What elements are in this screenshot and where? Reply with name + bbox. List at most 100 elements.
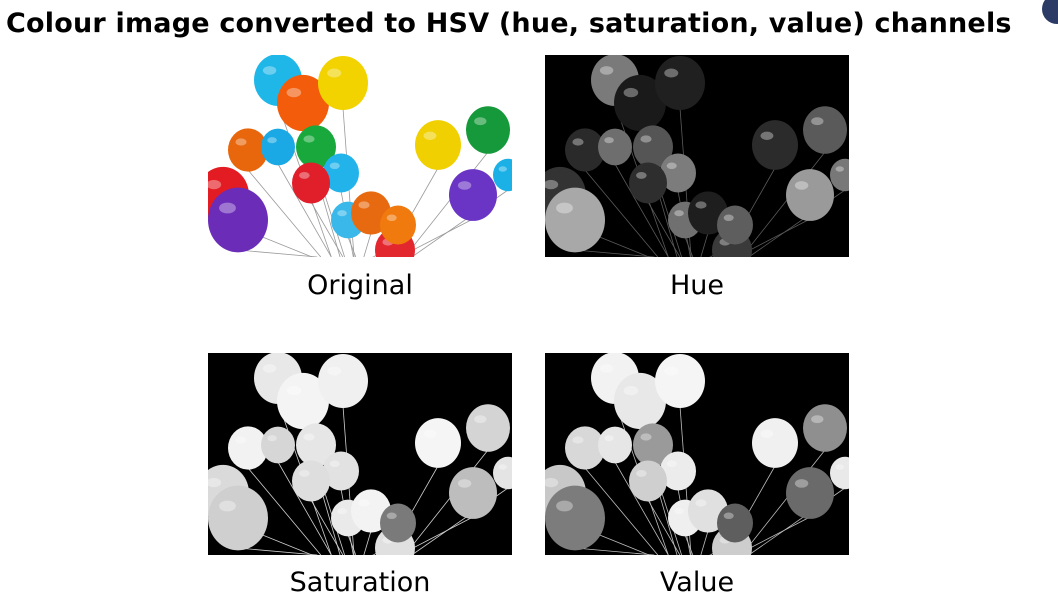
value-image-panel (545, 353, 849, 555)
original-image (208, 55, 512, 257)
balloon-string (614, 163, 669, 257)
balloon (655, 354, 705, 408)
balloon-string (647, 201, 681, 257)
balloon (466, 404, 510, 452)
balloon-highlight (835, 464, 844, 470)
balloon-highlight (760, 429, 774, 438)
balloon-highlight (640, 433, 652, 441)
balloon-highlight (604, 137, 614, 144)
balloon (614, 74, 666, 132)
balloon-highlight (674, 508, 684, 515)
balloon-highlight (219, 500, 236, 512)
balloon-highlight (835, 166, 844, 172)
balloon-highlight (457, 181, 472, 190)
balloon (449, 169, 497, 221)
balloon (545, 187, 605, 253)
balloon-highlight (327, 366, 342, 376)
balloon-highlight (474, 117, 487, 126)
balloon (717, 503, 753, 543)
hue-caption: Hue (669, 270, 725, 301)
balloon (208, 187, 268, 253)
balloon-string (277, 461, 332, 555)
balloon (228, 426, 268, 470)
balloon-string (700, 232, 709, 257)
balloon-highlight (423, 429, 437, 438)
balloon-highlight (262, 364, 277, 373)
balloon (598, 128, 632, 166)
balloon-highlight (604, 435, 614, 442)
balloon-string (684, 236, 694, 257)
balloon-highlight (674, 210, 684, 217)
balloon-highlight (794, 479, 809, 488)
balloon-string (584, 169, 659, 257)
balloon (660, 153, 696, 193)
saturation-image-panel (208, 353, 512, 555)
balloon-highlight (337, 210, 347, 217)
value-caption: Value (659, 567, 735, 598)
balloon-highlight (723, 214, 734, 222)
balloon-highlight (286, 87, 302, 98)
balloon-highlight (267, 137, 277, 144)
balloon-highlight (358, 201, 370, 209)
balloon-highlight (695, 499, 707, 507)
balloon-string (574, 249, 655, 257)
balloon-highlight (208, 179, 222, 190)
balloon-highlight (329, 460, 340, 468)
balloon-highlight (794, 181, 809, 190)
balloon-highlight (208, 477, 222, 488)
balloon-highlight (545, 179, 559, 190)
balloon-highlight (262, 66, 277, 75)
balloon-highlight (286, 385, 302, 396)
balloon (493, 158, 512, 192)
balloon (228, 128, 268, 172)
slide-title: Colour image converted to HSV (hue, satu… (6, 8, 1012, 39)
balloon (717, 205, 753, 245)
balloon (466, 106, 510, 154)
saturation-channel-image (208, 353, 512, 555)
balloon (380, 503, 416, 543)
saturation-caption: Saturation (289, 567, 431, 598)
balloon-highlight (358, 499, 370, 507)
balloon-string (363, 232, 372, 257)
balloon-highlight (664, 68, 679, 78)
balloon-highlight (219, 202, 236, 214)
balloon-string (347, 236, 357, 257)
balloon (296, 125, 336, 169)
balloon-highlight (599, 364, 614, 373)
balloon-highlight (299, 469, 310, 477)
balloon-string (614, 461, 669, 555)
balloon-highlight (760, 131, 774, 140)
balloon (565, 128, 605, 172)
balloon-highlight (386, 512, 397, 520)
balloon-highlight (556, 202, 573, 214)
balloon (261, 426, 295, 464)
balloon-highlight (329, 162, 340, 170)
balloon-string (247, 169, 322, 257)
balloon (614, 372, 666, 430)
balloon (629, 162, 667, 204)
balloon (277, 74, 329, 132)
balloon (565, 426, 605, 470)
balloon (752, 418, 798, 468)
balloon-highlight (386, 214, 397, 222)
balloon-highlight (811, 117, 824, 126)
balloon (655, 56, 705, 110)
balloon-highlight (267, 435, 277, 442)
balloon (803, 106, 847, 154)
original-image-panel (208, 55, 512, 257)
balloon (598, 426, 632, 464)
balloon (752, 120, 798, 170)
balloon-highlight (235, 436, 247, 444)
balloon (292, 460, 330, 502)
balloon-highlight (498, 166, 507, 172)
balloon (323, 153, 359, 193)
balloon (545, 485, 605, 551)
balloon (415, 418, 461, 468)
balloon-highlight (695, 201, 707, 209)
original-caption: Original (307, 270, 413, 301)
balloon (318, 354, 368, 408)
balloon-string (310, 201, 344, 257)
balloon-highlight (474, 415, 487, 424)
balloon (633, 423, 673, 467)
balloon (415, 120, 461, 170)
